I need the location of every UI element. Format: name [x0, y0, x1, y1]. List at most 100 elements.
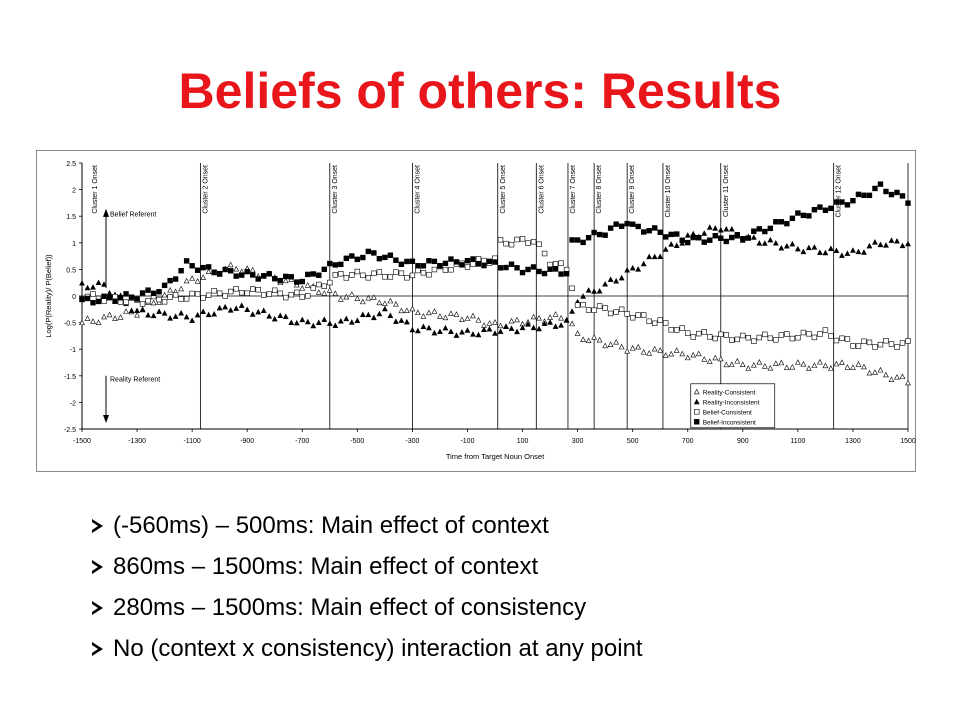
data-point [426, 271, 432, 278]
x-axis-label: Time from Target Noun Onset [446, 452, 545, 461]
cluster-onset-label: Cluster 7 Onset [570, 165, 577, 214]
data-point [844, 336, 851, 342]
data-point [679, 350, 686, 357]
data-point [811, 334, 818, 341]
data-point [442, 267, 449, 273]
arrow-bullet-icon [92, 559, 103, 574]
data-point [233, 273, 239, 279]
data-point [894, 374, 900, 380]
data-point [437, 262, 443, 269]
data-point [745, 365, 752, 371]
data-point [470, 331, 476, 337]
data-point [189, 290, 195, 297]
data-point [646, 253, 653, 260]
data-point [222, 293, 228, 299]
data-point [690, 351, 697, 358]
data-point [811, 244, 818, 250]
data-point [486, 320, 493, 326]
x-tick-label: -500 [350, 438, 364, 445]
data-point [150, 290, 157, 297]
data-point [343, 275, 350, 281]
data-point [723, 226, 730, 232]
data-point [640, 260, 647, 267]
data-point [706, 224, 713, 230]
data-point [277, 277, 283, 284]
data-point [349, 272, 355, 278]
data-point [739, 361, 746, 367]
cluster-onset-label: Cluster 12 Onset [836, 165, 843, 218]
data-point [90, 300, 96, 306]
data-point [211, 269, 217, 275]
data-point [773, 337, 779, 343]
data-point [861, 249, 867, 255]
data-point [145, 312, 151, 318]
data-point [453, 332, 460, 338]
data-point [794, 359, 801, 365]
data-point [778, 332, 785, 338]
data-point [618, 343, 625, 350]
x-tick-label: -1300 [128, 438, 146, 445]
data-point [172, 313, 179, 319]
data-point [310, 285, 316, 291]
data-point [833, 247, 840, 254]
data-point [371, 250, 377, 256]
data-point [238, 272, 245, 278]
data-point [839, 252, 845, 258]
data-point [310, 271, 316, 277]
data-point [585, 307, 592, 313]
data-point [145, 297, 151, 304]
arrow-bullet-icon [92, 641, 103, 656]
data-point [558, 271, 564, 277]
data-point [370, 314, 377, 321]
data-point [139, 301, 146, 307]
data-point [789, 215, 796, 222]
data-point [740, 236, 746, 242]
data-point [205, 264, 212, 270]
data-point [359, 311, 366, 317]
data-point [172, 276, 179, 282]
legend-box [690, 383, 776, 429]
data-point [844, 202, 851, 208]
data-point [431, 308, 438, 314]
data-point [299, 294, 305, 300]
data-point [707, 334, 713, 340]
data-point [381, 300, 388, 306]
data-point [376, 269, 383, 275]
data-point [304, 318, 311, 325]
data-point [894, 238, 900, 244]
data-point [200, 308, 207, 315]
data-point [250, 272, 256, 278]
data-point [640, 349, 647, 355]
data-point [839, 359, 845, 365]
data-point [420, 313, 427, 319]
bullet-item: 860ms – 1500ms: Main effect of context [92, 546, 643, 587]
data-point [470, 256, 476, 262]
data-point [178, 309, 185, 316]
data-point [839, 199, 845, 205]
data-point [591, 334, 598, 340]
data-point [811, 206, 818, 213]
data-point [629, 221, 636, 227]
bullet-text: 280ms – 1500ms: Main effect of consisten… [113, 593, 587, 621]
data-point [624, 220, 630, 227]
data-point [795, 334, 801, 341]
data-point [618, 223, 625, 229]
data-point [629, 315, 636, 321]
data-point [238, 290, 245, 296]
data-point [321, 316, 328, 322]
data-point [348, 319, 355, 325]
data-point [508, 261, 515, 267]
data-point [662, 246, 669, 252]
data-point [552, 311, 559, 317]
data-point [497, 265, 504, 271]
data-point [415, 263, 421, 269]
data-point [877, 366, 884, 373]
data-point [723, 332, 729, 338]
data-point [161, 310, 168, 316]
data-point [844, 250, 851, 256]
y-tick-label: -2.5 [64, 427, 76, 434]
data-point [392, 301, 399, 307]
data-point [233, 265, 240, 272]
data-point [183, 277, 190, 284]
data-point [607, 276, 614, 282]
